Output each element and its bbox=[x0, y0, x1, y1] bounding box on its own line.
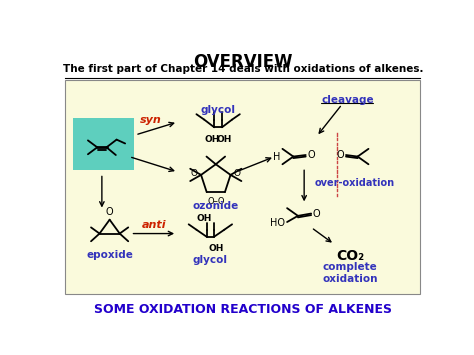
Text: cleavage: cleavage bbox=[321, 95, 374, 105]
Text: over-oxidation: over-oxidation bbox=[315, 178, 395, 188]
Text: The first part of Chapter 14 deals with oxidations of alkenes.: The first part of Chapter 14 deals with … bbox=[63, 64, 423, 74]
Text: CO₂: CO₂ bbox=[336, 249, 364, 263]
Text: glycol: glycol bbox=[201, 105, 236, 115]
Text: O: O bbox=[191, 169, 198, 178]
FancyBboxPatch shape bbox=[65, 80, 420, 294]
Text: HO: HO bbox=[270, 218, 285, 228]
Text: O–O: O–O bbox=[207, 197, 225, 206]
Text: SOME OXIDATION REACTIONS OF ALKENES: SOME OXIDATION REACTIONS OF ALKENES bbox=[94, 303, 392, 316]
Text: anti: anti bbox=[141, 220, 166, 230]
Text: O: O bbox=[106, 207, 113, 217]
Text: OH: OH bbox=[197, 214, 212, 223]
Text: glycol: glycol bbox=[193, 255, 228, 265]
Text: syn: syn bbox=[140, 115, 162, 125]
Text: O: O bbox=[307, 150, 315, 160]
Text: O: O bbox=[234, 169, 241, 178]
Text: OH: OH bbox=[204, 135, 219, 144]
Text: O: O bbox=[337, 150, 345, 160]
Text: ozonide: ozonide bbox=[192, 201, 239, 211]
Text: OH: OH bbox=[217, 135, 232, 144]
Text: H: H bbox=[273, 152, 280, 162]
Text: complete
oxidation: complete oxidation bbox=[322, 262, 378, 284]
Text: epoxide: epoxide bbox=[86, 251, 133, 261]
Text: O: O bbox=[313, 208, 320, 219]
FancyBboxPatch shape bbox=[73, 118, 134, 170]
Text: OH: OH bbox=[209, 244, 224, 253]
Text: OVERVIEW: OVERVIEW bbox=[193, 53, 292, 71]
